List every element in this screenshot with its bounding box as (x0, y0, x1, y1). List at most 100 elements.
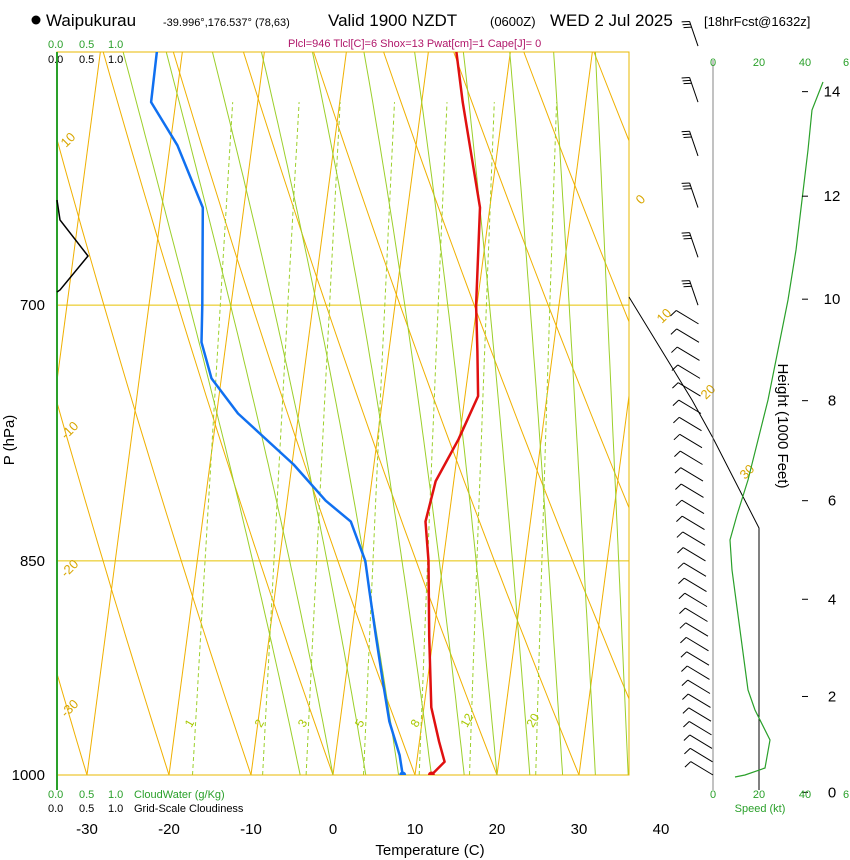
wind-barb (689, 232, 699, 258)
mixing-ratio-label: 2 (252, 717, 268, 730)
wind-barb-feather (679, 607, 686, 614)
wind-barb (681, 515, 705, 530)
wind-barb-feather (682, 707, 690, 714)
wind-barb (685, 622, 709, 637)
wind-barb (687, 693, 711, 708)
isotherm-label: -30 (58, 696, 82, 720)
temperature-tick--30: -30 (76, 821, 98, 838)
wind-bottom-tick-20: 20 (753, 789, 765, 801)
wind-barb-feather (684, 747, 691, 755)
wind-barb-feather (670, 310, 677, 317)
temperature-tick-30: 30 (571, 821, 588, 838)
dry-adiabat (813, 0, 850, 839)
dry-adiabat (383, 52, 629, 701)
wind-barb (681, 499, 705, 515)
mixing-ratio-line-5 (363, 102, 395, 775)
cloudiness-profile (56, 199, 89, 293)
wind-barb-feather (683, 721, 690, 728)
mixing-ratio-line-2 (262, 102, 300, 775)
profiles (149, 52, 482, 775)
isotherm--60 (0, 0, 82, 775)
moist-adiabat (211, 52, 367, 775)
station-name: Waipukurau (46, 11, 136, 30)
wind-panel (628, 20, 824, 790)
temperature-tick-10: 10 (407, 821, 424, 838)
wind-top-tick-20: 20 (753, 57, 765, 69)
height-tick-0: 0 (828, 784, 836, 801)
wind-barb (678, 399, 702, 414)
wind-barb-feather (683, 734, 691, 741)
top-cloud-scale-1: 0.5 (79, 39, 94, 51)
height-tick-6: 6 (828, 493, 836, 510)
wind-barb-feather (674, 450, 681, 457)
temperature-tick-0: 0 (329, 821, 337, 838)
wind-barb-feather (681, 665, 688, 672)
wind-barb (687, 679, 711, 694)
wind-barb (690, 761, 714, 776)
wind-barb (679, 450, 703, 465)
mixing-ratio-line-20 (535, 102, 558, 775)
wind-barb-feather (672, 399, 680, 406)
station-dot-icon (31, 15, 41, 25)
wind-barb (683, 562, 707, 577)
wind-barb-feather (676, 531, 684, 538)
wind-barb (689, 77, 699, 103)
height-tick-8: 8 (828, 393, 836, 410)
temperature-axis-title: Temperature (C) (375, 842, 484, 859)
dry-adiabat (758, 0, 850, 839)
wind-barb (689, 21, 699, 47)
pressure-tick-850: 850 (20, 553, 45, 570)
wind-barb (679, 433, 703, 449)
isotherm--30 (86, 52, 183, 775)
isotherm-label: -20 (58, 556, 82, 580)
moist-adiabat (165, 52, 334, 775)
surface-dewpoint-marker (399, 771, 407, 775)
wind-barb (688, 707, 712, 722)
speed-axis-title: Speed (kt) (735, 803, 786, 815)
wind-barb-feather (684, 761, 692, 768)
moist-adiabat (311, 52, 432, 775)
mixing-ratio-label: 5 (352, 717, 368, 730)
height-tick-4: 4 (828, 591, 836, 608)
wind-barb-feather (677, 562, 685, 569)
isotherm-label: 10 (58, 129, 79, 150)
wind-barb-feather (679, 622, 687, 629)
mixing-ratio-label: 20 (524, 711, 543, 730)
wind-barb (685, 636, 709, 652)
isotherm-40 (661, 0, 850, 775)
moist-adiabat (122, 52, 301, 775)
wind-barb-feather (681, 679, 689, 686)
wind-barb (689, 182, 699, 208)
temperature-tick--10: -10 (240, 821, 262, 838)
wind-barb-feather (671, 364, 679, 371)
wind-barb-feather (682, 693, 689, 700)
top-cloudiness-scale-0: 0.0 (48, 54, 63, 66)
cloudiness-scale-0: 0.0 (48, 803, 63, 815)
pressure-axis: 2503004005007008501000 (12, 297, 45, 784)
skewt-grid (0, 0, 850, 839)
wind-barb (689, 131, 699, 157)
wind-barb (686, 651, 710, 666)
stability-params: Plcl=946 Tlcl[C]=6 Shox=13 Pwat[cm]=1 Ca… (288, 38, 541, 50)
moist-adiabat (553, 52, 596, 775)
wind-barb-feather (677, 547, 684, 554)
temperature-axis: -30 -20 -10 0 10 20 30 40 (76, 821, 669, 838)
wind-barb (677, 382, 701, 397)
isotherm-30 (578, 392, 629, 775)
wind-barb (686, 665, 710, 680)
wind-barb-feather (673, 433, 681, 441)
isotherm-10 (414, 52, 511, 775)
isotherm-label: 20 (698, 381, 719, 402)
height-axis: 02468101214161820222426283032 (802, 84, 840, 801)
wind-top-tick-0: 0 (710, 57, 716, 69)
dry-adiabat (453, 52, 629, 510)
dry-adiabat (485, 0, 850, 839)
wind-barb (676, 346, 700, 361)
dry-adiabat (57, 137, 252, 775)
wind-barb (675, 310, 699, 325)
forecast-run: [18hrFcst@1632z] (704, 14, 810, 29)
wind-barb (684, 592, 708, 608)
wind-barb (676, 328, 700, 343)
